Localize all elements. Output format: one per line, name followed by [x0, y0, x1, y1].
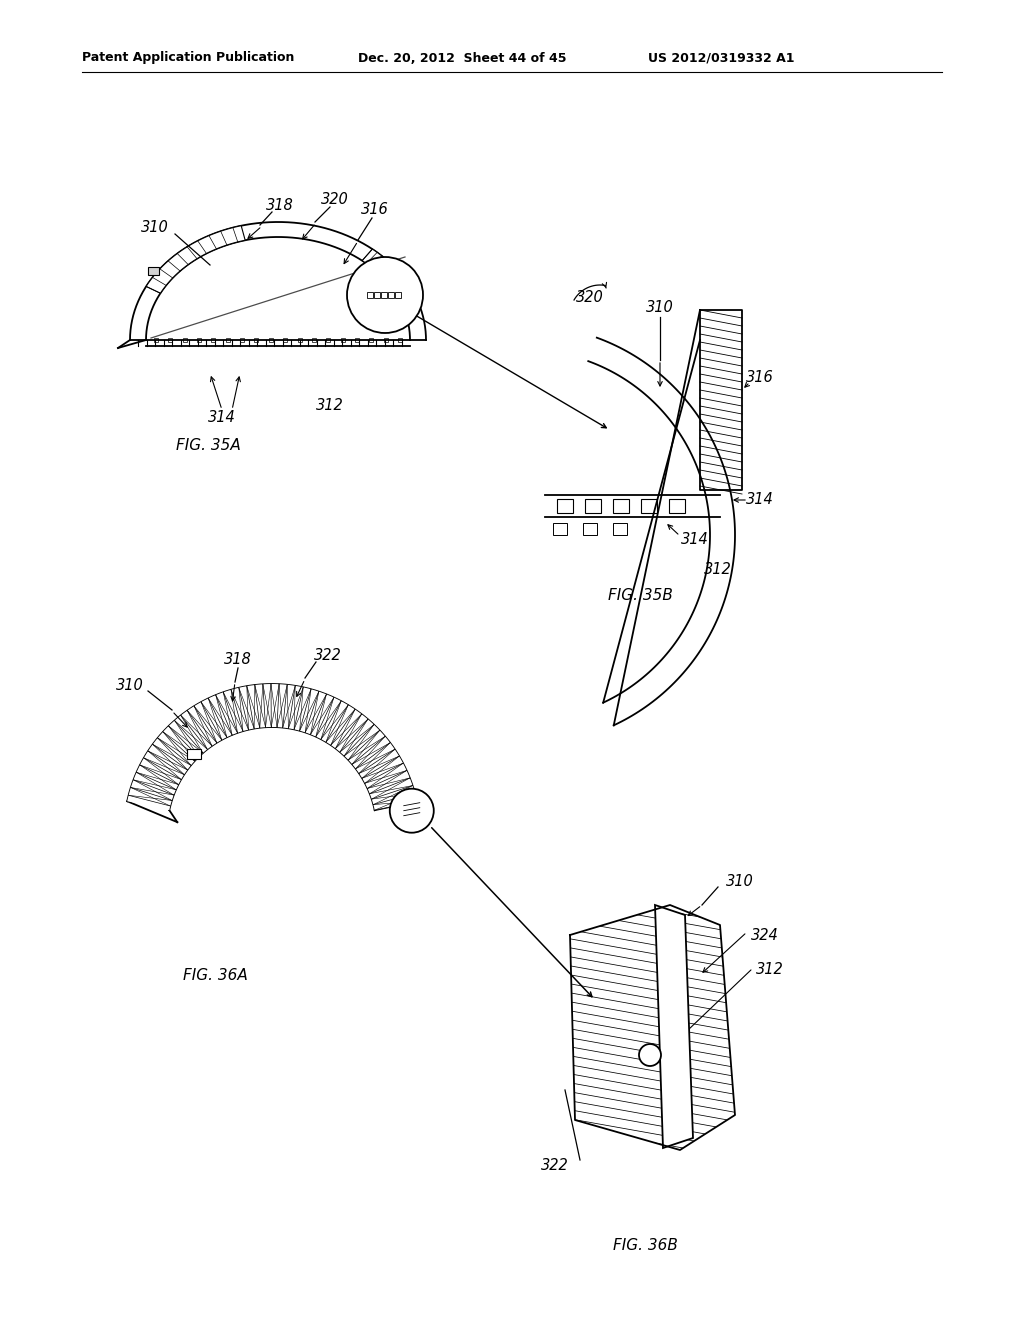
Text: 312: 312 — [756, 962, 784, 978]
Text: Patent Application Publication: Patent Application Publication — [82, 51, 294, 65]
Bar — [388, 292, 394, 298]
Bar — [641, 499, 657, 513]
Bar — [211, 338, 215, 342]
Bar — [583, 523, 597, 535]
Bar — [312, 338, 315, 342]
Text: FIG. 36A: FIG. 36A — [182, 968, 248, 982]
Bar — [187, 750, 202, 759]
Bar — [613, 523, 627, 535]
Polygon shape — [127, 684, 417, 810]
Text: 318: 318 — [224, 652, 252, 668]
Text: 322: 322 — [314, 648, 342, 663]
Bar — [327, 338, 330, 342]
Bar — [269, 338, 272, 342]
Text: 318: 318 — [266, 198, 294, 213]
Bar — [669, 499, 685, 513]
Circle shape — [390, 788, 434, 833]
Bar — [395, 292, 401, 298]
Text: FIG. 36B: FIG. 36B — [612, 1238, 678, 1253]
Bar — [182, 338, 186, 342]
Text: 316: 316 — [361, 202, 389, 218]
Text: 314: 314 — [746, 492, 774, 507]
Text: US 2012/0319332 A1: US 2012/0319332 A1 — [648, 51, 795, 65]
Bar — [367, 292, 373, 298]
Text: FIG. 35B: FIG. 35B — [607, 587, 673, 602]
Bar — [557, 499, 573, 513]
Bar — [381, 292, 387, 298]
Bar — [148, 267, 159, 275]
Bar — [355, 338, 359, 342]
Bar — [284, 338, 287, 342]
Polygon shape — [362, 249, 410, 293]
Bar — [168, 338, 172, 342]
Text: 322: 322 — [541, 1158, 569, 1172]
Text: Dec. 20, 2012  Sheet 44 of 45: Dec. 20, 2012 Sheet 44 of 45 — [358, 51, 566, 65]
Text: FIG. 35A: FIG. 35A — [176, 437, 241, 453]
Bar — [298, 338, 301, 342]
Text: 314: 314 — [208, 411, 236, 425]
Text: 310: 310 — [726, 874, 754, 890]
Bar — [374, 292, 380, 298]
Bar — [370, 338, 374, 342]
Bar — [225, 338, 229, 342]
Polygon shape — [655, 906, 693, 1148]
Bar — [154, 338, 158, 342]
Text: 312: 312 — [705, 562, 732, 578]
Text: 312: 312 — [316, 397, 344, 412]
Bar — [255, 338, 258, 342]
Bar — [398, 338, 402, 342]
Bar — [384, 338, 388, 342]
Text: 314: 314 — [681, 532, 709, 548]
Text: 310: 310 — [646, 301, 674, 315]
Text: 320: 320 — [322, 193, 349, 207]
Bar — [197, 338, 201, 342]
Text: 320: 320 — [577, 290, 604, 305]
Text: 310: 310 — [141, 220, 169, 235]
Bar — [341, 338, 345, 342]
Polygon shape — [146, 226, 245, 293]
Bar — [585, 499, 601, 513]
Text: 310: 310 — [116, 677, 144, 693]
Circle shape — [347, 257, 423, 333]
Text: 324: 324 — [752, 928, 779, 942]
Bar — [613, 499, 629, 513]
Polygon shape — [570, 906, 735, 1150]
Bar — [553, 523, 567, 535]
Bar — [240, 338, 244, 342]
Text: 316: 316 — [746, 371, 774, 385]
Circle shape — [639, 1044, 662, 1067]
